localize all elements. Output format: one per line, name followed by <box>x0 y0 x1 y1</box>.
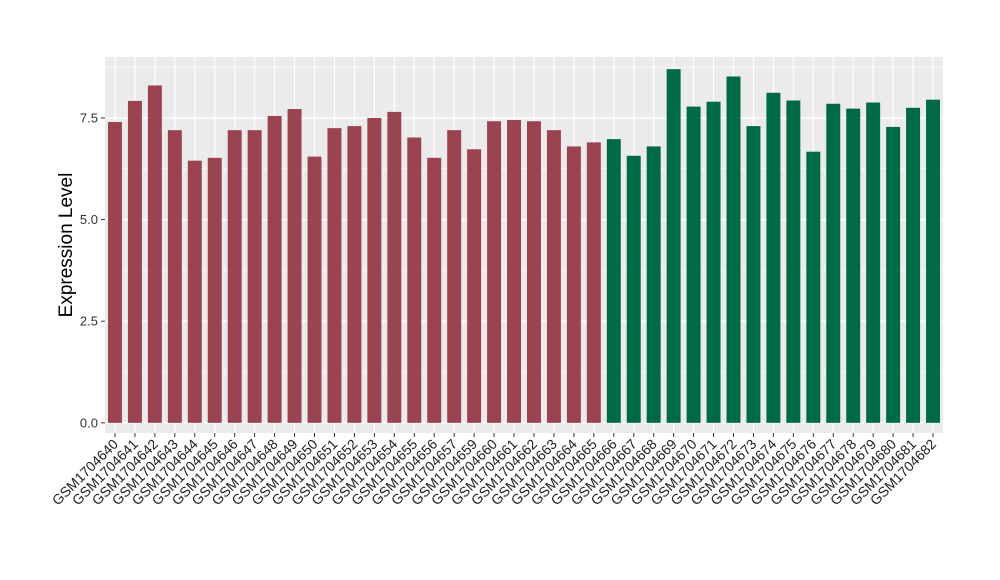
bar-GSM1704642 <box>147 85 162 423</box>
bar-GSM1704659 <box>467 149 482 423</box>
bar-GSM1704655 <box>407 137 422 423</box>
y-tick-label: 7.5 <box>80 110 98 125</box>
plot-panel <box>105 57 943 433</box>
bar-GSM1704651 <box>327 128 342 423</box>
bar-GSM1704676 <box>806 151 821 423</box>
bar-GSM1704643 <box>167 130 182 423</box>
bar-GSM1704649 <box>287 109 302 423</box>
bar-GSM1704667 <box>626 155 641 423</box>
bar-GSM1704675 <box>786 100 801 423</box>
bar-GSM1704671 <box>706 101 721 423</box>
bar-GSM1704681 <box>906 107 921 423</box>
bar-GSM1704648 <box>267 115 282 423</box>
bar-GSM1704663 <box>546 130 561 423</box>
bar-GSM1704647 <box>247 130 262 423</box>
y-axis-title: Expression Level <box>56 173 77 318</box>
bar-GSM1704654 <box>387 111 402 423</box>
x-axis-ticks: GSM1704640GSM1704641GSM1704642GSM1704643… <box>49 433 939 508</box>
bar-GSM1704661 <box>507 120 522 423</box>
bar-GSM1704678 <box>846 108 861 423</box>
bars <box>107 69 941 423</box>
bar-GSM1704644 <box>187 160 202 423</box>
bar-GSM1704660 <box>487 121 502 423</box>
bar-GSM1704641 <box>127 100 142 423</box>
bar-GSM1704670 <box>686 106 701 423</box>
y-tick-label: 0.0 <box>80 415 98 430</box>
bar-GSM1704662 <box>526 121 541 423</box>
bar-GSM1704640 <box>107 122 122 423</box>
bar-GSM1704672 <box>726 76 741 423</box>
bar-GSM1704679 <box>866 102 881 423</box>
bar-GSM1704669 <box>666 69 681 423</box>
bar-GSM1704664 <box>566 146 581 423</box>
bar-GSM1704657 <box>447 130 462 423</box>
bar-GSM1704650 <box>307 156 322 423</box>
bar-GSM1704645 <box>207 157 222 423</box>
bar-GSM1704682 <box>926 99 941 423</box>
bar-GSM1704673 <box>746 126 761 423</box>
bar-GSM1704656 <box>427 157 442 423</box>
y-axis-ticks: 0.0 2.5 5.0 7.5 <box>80 110 105 430</box>
bar-GSM1704674 <box>766 92 781 423</box>
bar-GSM1704666 <box>606 139 621 423</box>
y-tick-label: 2.5 <box>80 314 98 329</box>
bar-GSM1704665 <box>586 142 601 423</box>
y-tick-label: 5.0 <box>80 212 98 227</box>
bar-GSM1704653 <box>367 117 382 423</box>
bar-GSM1704668 <box>646 146 661 423</box>
bar-GSM1704652 <box>347 126 362 423</box>
bar-GSM1704677 <box>826 103 841 423</box>
bar-GSM1704680 <box>886 126 901 423</box>
bar-GSM1704646 <box>227 130 242 423</box>
